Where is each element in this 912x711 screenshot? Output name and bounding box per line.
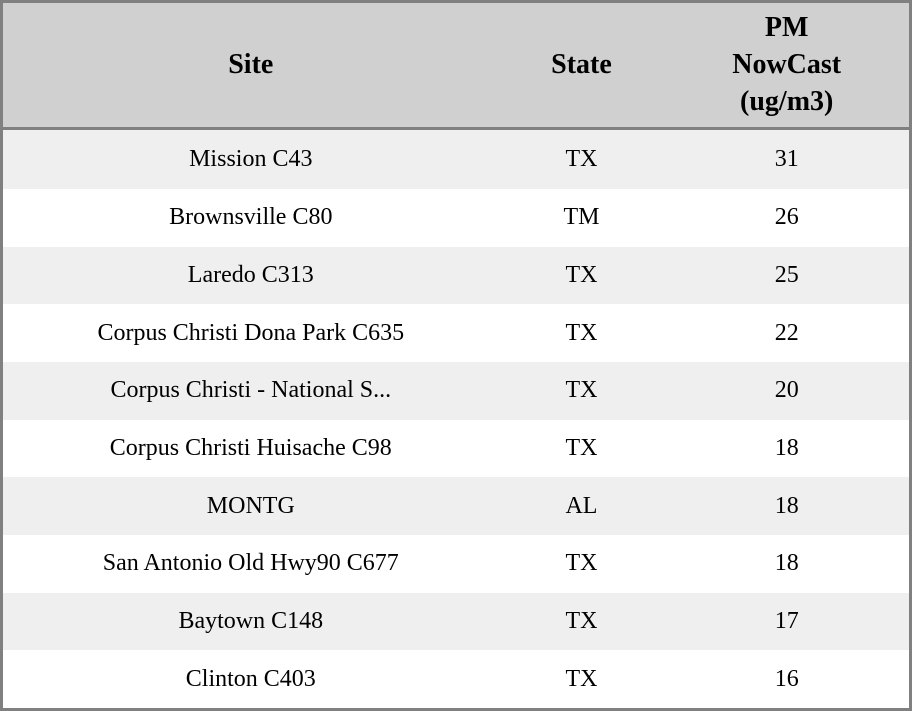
pm-cell: 20 <box>774 377 799 404</box>
state-cell: TM <box>563 204 600 231</box>
state-cell: TX <box>565 665 598 692</box>
state-cell: TX <box>565 319 598 346</box>
pm-cell: 18 <box>774 492 799 519</box>
table-row: Mission C43 TX 31 <box>3 128 909 189</box>
pm-cell: 26 <box>774 204 799 231</box>
table-row: Clinton C403 TX 16 <box>3 650 909 708</box>
site-cell: Baytown C148 <box>178 607 324 634</box>
site-cell: Corpus Christi Huisache C98 <box>109 434 392 461</box>
state-cell: TX <box>565 607 598 634</box>
pm-cell: 31 <box>774 145 799 172</box>
site-cell: Corpus Christi - National S... <box>110 377 392 404</box>
table-row: Brownsville C80 TM 26 <box>3 188 909 247</box>
table-row: Laredo C313 TX 25 <box>3 246 909 305</box>
table-row: MONTG AL 18 <box>3 477 909 535</box>
state-cell: TX <box>565 377 598 404</box>
pm-nowcast-table: Site State PM NowCast (ug/m3) Mission C4… <box>3 3 909 708</box>
table-row: Corpus Christi Huisache C98 TX 18 <box>3 419 909 478</box>
state-cell: TX <box>565 261 598 288</box>
pm-cell: 25 <box>774 261 799 288</box>
header-row: Site State PM NowCast (ug/m3) <box>3 3 909 130</box>
site-cell: Corpus Christi Dona Park C635 <box>97 319 405 346</box>
column-header-state: State <box>498 3 665 130</box>
site-cell: MONTG <box>206 492 295 519</box>
table-body: Mission C43 TX 31 Brownsville C80 TM 26 … <box>3 128 909 708</box>
state-cell: TX <box>565 145 598 172</box>
pm-cell: 22 <box>774 319 799 346</box>
column-header-pm-nowcast: PM NowCast (ug/m3) <box>664 3 909 130</box>
state-cell: AL <box>565 492 598 519</box>
table-row: Corpus Christi Dona Park C635 TX 22 <box>3 304 909 362</box>
site-cell: Clinton C403 <box>185 665 316 692</box>
site-cell: San Antonio Old Hwy90 C677 <box>102 550 399 577</box>
site-cell: Mission C43 <box>189 145 313 172</box>
column-header-site: Site <box>3 3 499 130</box>
site-cell: Brownsville C80 <box>169 204 333 231</box>
table-header: Site State PM NowCast (ug/m3) <box>3 3 909 130</box>
pm-cell: 16 <box>774 665 799 692</box>
site-cell: Laredo C313 <box>187 261 314 288</box>
pm-cell: 17 <box>774 607 799 634</box>
table-row: Baytown C148 TX 17 <box>3 592 909 651</box>
pm-cell: 18 <box>774 550 799 577</box>
pm-cell: 18 <box>774 434 799 461</box>
table-row: Corpus Christi - National S... TX 20 <box>3 361 909 420</box>
state-cell: TX <box>565 550 598 577</box>
state-cell: TX <box>565 434 598 461</box>
table-row: San Antonio Old Hwy90 C677 TX 18 <box>3 534 909 593</box>
